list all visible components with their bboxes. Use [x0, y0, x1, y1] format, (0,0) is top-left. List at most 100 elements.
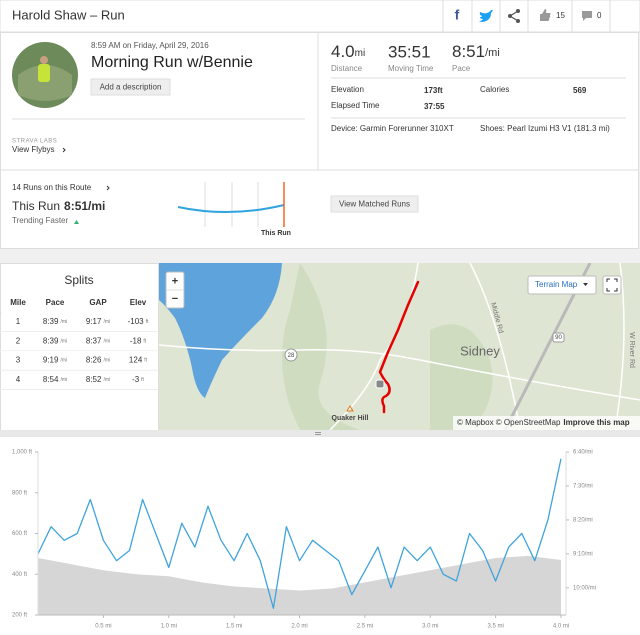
splits-header: Mile [10, 298, 26, 307]
kudos-icon[interactable] [540, 9, 551, 21]
split-elev: -3 ft [132, 375, 145, 384]
stat-label: Elevation [331, 85, 364, 94]
split-unit: /mi [60, 339, 67, 345]
avatar-head [40, 56, 48, 64]
stat-label: Moving Time [388, 64, 434, 73]
stat-value: 4.0 [331, 42, 355, 61]
terrain-button[interactable] [527, 275, 597, 295]
y-tick-label: 400 ft [12, 572, 27, 578]
twitter-button[interactable] [479, 10, 493, 22]
stat-value: 173ft [424, 86, 443, 95]
fullscreen-icon [606, 278, 618, 292]
stat-value: 8:51 [452, 42, 485, 61]
y2-tick-label: 6:40/mi [573, 450, 593, 456]
zoom-out[interactable]: − [172, 293, 178, 305]
y-tick-label: 600 ft [12, 531, 27, 537]
zoom-in[interactable]: + [172, 275, 178, 287]
split-value: 8:52 [86, 375, 102, 384]
avatar-scene [18, 65, 72, 101]
terrain-caret [583, 283, 588, 286]
map-label-road: W River Rd [628, 332, 635, 368]
split-pace: 8:54/mi [43, 375, 67, 384]
split-unit: ft [141, 377, 144, 383]
split-mile: 1 [16, 317, 21, 326]
split-elev: -103 ft [128, 317, 149, 326]
map-terrain [282, 263, 493, 430]
trend: Trending Faster [12, 216, 69, 225]
add-description-label: Add a description [100, 83, 162, 92]
splits-row-bg [1, 312, 158, 332]
map-route [378, 280, 420, 414]
add-description-button[interactable] [90, 78, 171, 96]
split-gap: 9:17/mi [86, 317, 110, 326]
x-tick-label: 3.0 mi [422, 624, 438, 630]
y2-tick-label: 10:00/mi [573, 585, 596, 591]
split-unit: /mi [60, 358, 67, 364]
shoes: Shoes: Pearl Izumi H3 V1 (181.3 mi) [480, 124, 610, 133]
route-trend-line [177, 204, 285, 214]
facebook-button[interactable]: f [455, 7, 460, 23]
route-runs-link[interactable]: 14 Runs on this Route [12, 183, 92, 192]
split-mile: 2 [16, 336, 21, 345]
activity-datetime: 8:59 AM on Friday, April 29, 2016 [91, 41, 209, 50]
map-peak-icon [346, 405, 354, 412]
fullscreen-button[interactable] [602, 275, 622, 295]
split-value: 8:39 [43, 336, 59, 345]
map-label-route: 28 [288, 353, 295, 359]
page-title: Harold Shaw – Run [12, 7, 125, 22]
comment-icon[interactable] [582, 11, 592, 21]
x-tick-label: 4.0 mi [553, 624, 569, 630]
stat-distance: 4.0mi [331, 42, 365, 61]
map-attribution-bg [453, 416, 640, 430]
matched-runs-button[interactable] [330, 195, 419, 213]
split-value: 8:26 [86, 356, 102, 365]
split-pace: 9:19/mi [43, 356, 67, 365]
resize-bar[interactable] [0, 430, 640, 437]
y2-tick-label: 7:30/mi [573, 484, 593, 490]
split-unit: /mi [60, 377, 67, 383]
flybys-link[interactable]: View Flybys [12, 145, 55, 154]
split-unit: /mi [103, 339, 110, 345]
kudos-count: 15 [556, 11, 565, 20]
header-dividers [442, 0, 611, 32]
route-grid [204, 182, 259, 227]
split-unit: ft [143, 339, 146, 345]
split-pace: 8:39/mi [43, 317, 67, 326]
splits-header: Elev [130, 298, 147, 307]
stat-label: Calories [480, 85, 509, 94]
elevation-pace-chart: 200 ft 400 ft 600 ft 800 ft 1,000 ft 6:40/mi 7… [12, 450, 596, 630]
improve-map-link[interactable]: Improve this map [563, 418, 629, 427]
stat-label: Elapsed Time [331, 101, 380, 110]
share-button[interactable] [508, 9, 520, 23]
x-tick-label: 1.0 mi [161, 624, 177, 630]
terrain-label: Terrain Map [535, 280, 578, 289]
comment-count: 0 [597, 11, 602, 20]
y-tick-label: 1,000 ft [12, 450, 32, 456]
split-pace: 8:39/mi [43, 336, 67, 345]
split-elev: 124 ft [129, 356, 148, 365]
pace-line [37, 458, 562, 609]
labs-label: STRAVA LABS [12, 139, 57, 145]
stat-moving-time: 35:51 [388, 42, 431, 61]
map[interactable]: Sidney Quaker Hill 28 90 Middle Rd W Riv… [159, 263, 640, 430]
matched-runs-label: View Matched Runs [339, 200, 410, 209]
map-route-marker [375, 379, 385, 389]
split-value: -103 [128, 317, 145, 326]
avatar-runner [38, 64, 50, 82]
map-label-town: Sidney [460, 343, 500, 358]
split-value: 8:39 [43, 317, 59, 326]
split-gap: 8:52/mi [86, 375, 110, 384]
elevation-area [38, 555, 561, 615]
splits-panel [0, 263, 159, 431]
x-tick-label: 3.5 mi [487, 624, 503, 630]
split-unit: /mi [103, 377, 110, 383]
this-run-pace: 8:51/mi [64, 199, 105, 213]
splits-title: Splits [64, 273, 93, 287]
device: Device: Garmin Forerunner 310XT [331, 124, 454, 133]
split-value: 8:54 [43, 375, 59, 384]
split-value: 8:37 [86, 336, 102, 345]
stat-label: Distance [331, 64, 363, 73]
split-elev: -18 ft [130, 336, 147, 345]
